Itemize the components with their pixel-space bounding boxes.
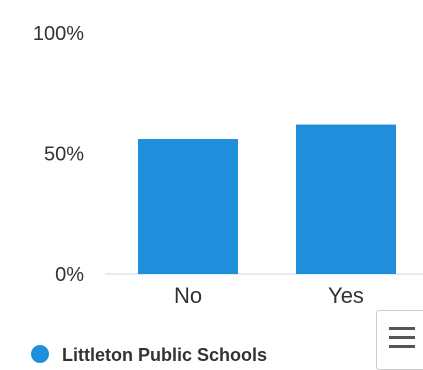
bar-yes[interactable] xyxy=(296,124,396,274)
y-tick-label: 0% xyxy=(55,264,84,286)
bar-no[interactable] xyxy=(138,139,238,274)
x-category-label: No xyxy=(174,283,202,308)
y-axis-ticks: 0% 50% 100% xyxy=(33,23,84,286)
bars xyxy=(138,124,396,274)
hamburger-menu-icon xyxy=(389,327,415,330)
hamburger-menu-icon-bar xyxy=(389,336,415,339)
y-tick-label: 50% xyxy=(44,144,84,166)
x-axis-categories: No Yes xyxy=(174,283,364,308)
legend-marker xyxy=(31,345,49,363)
x-category-label: Yes xyxy=(328,283,364,308)
legend-item-label[interactable]: Littleton Public Schools xyxy=(62,345,267,365)
y-tick-label: 100% xyxy=(33,23,84,45)
hamburger-menu-icon-bar xyxy=(389,345,415,348)
legend[interactable]: Littleton Public Schools xyxy=(31,345,267,365)
chart-menu-button[interactable] xyxy=(376,310,423,370)
